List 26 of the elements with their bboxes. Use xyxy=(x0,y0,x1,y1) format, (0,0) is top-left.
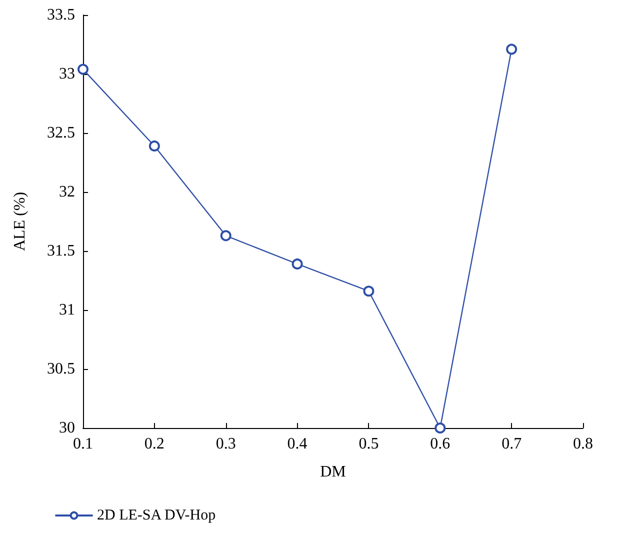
x-tick-label: 0.6 xyxy=(430,436,450,452)
y-tick-label: 31.5 xyxy=(47,242,75,260)
x-axis-title: DM xyxy=(320,464,346,480)
legend-label: 2D LE-SA DV-Hop xyxy=(97,508,216,524)
y-tick-label: 32 xyxy=(59,184,75,200)
y-tick-label: 31 xyxy=(59,302,75,318)
y-tick-label: 30.5 xyxy=(47,360,75,378)
y-tick-label: 32.5 xyxy=(47,124,75,142)
x-tick-label: 0.3 xyxy=(216,436,236,452)
x-tick-label: 0.2 xyxy=(144,436,164,452)
point xyxy=(78,64,88,75)
point xyxy=(148,140,160,152)
x-tick-label: 0.7 xyxy=(502,436,522,452)
y-tick-label: 33.5 xyxy=(47,6,75,24)
point xyxy=(220,230,232,242)
point xyxy=(363,286,374,297)
x-tick-label: 0.5 xyxy=(358,436,379,452)
point xyxy=(292,258,303,270)
y-axis-title: ALE (%) xyxy=(12,192,28,252)
point xyxy=(506,44,518,55)
y-tick-label: 33 xyxy=(59,66,75,82)
y-tick-label: 30 xyxy=(59,420,75,436)
x-tick-label: 0.1 xyxy=(73,436,93,452)
x-tick-label: 0.8 xyxy=(573,436,593,452)
x-tick-label: 0.4 xyxy=(287,436,308,452)
point xyxy=(434,422,446,434)
